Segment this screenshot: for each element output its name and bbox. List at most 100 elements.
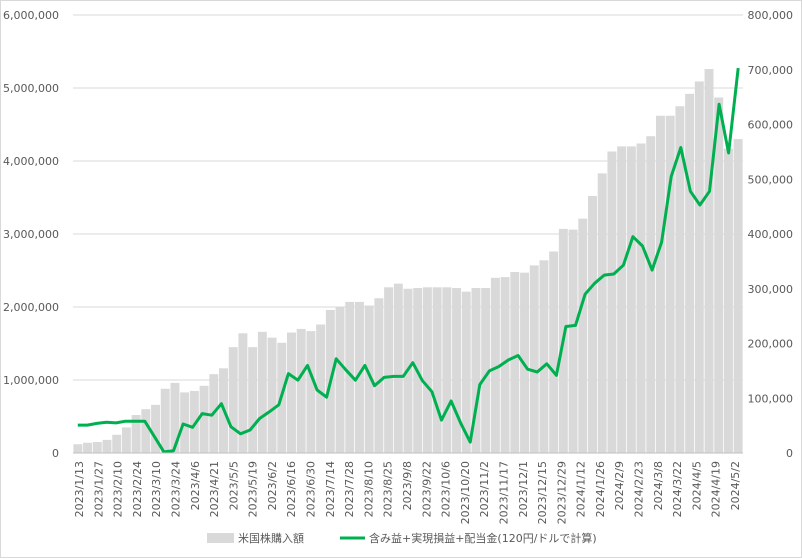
- bar: [180, 392, 190, 453]
- bar: [189, 390, 199, 453]
- bar: [704, 69, 714, 454]
- x-tick-label: 2024/4/5: [690, 461, 703, 510]
- bar: [374, 298, 384, 453]
- bar: [257, 331, 267, 453]
- bar: [549, 251, 559, 453]
- bar: [248, 347, 258, 453]
- bar: [529, 265, 539, 453]
- bar: [714, 97, 724, 454]
- bar: [121, 427, 131, 453]
- right-tick-label: 800,000: [748, 9, 794, 22]
- right-axis: 0 100,000 200,000 300,000 400,000 500,000 600,…: [748, 9, 794, 460]
- bar: [694, 81, 704, 454]
- bar: [490, 277, 500, 453]
- legend-label-line: 含み益+実現損益+配当金(120円/ドルで計算): [369, 531, 597, 545]
- bar: [335, 307, 345, 453]
- bar: [733, 139, 743, 453]
- bar: [452, 288, 462, 453]
- right-tick-label: 600,000: [748, 119, 794, 132]
- bar-series: [73, 69, 743, 454]
- bar: [393, 283, 403, 453]
- x-tick-label: 2024/3/8: [652, 461, 665, 510]
- x-tick-label: 2024/3/22: [671, 461, 684, 517]
- bar: [151, 404, 161, 453]
- x-tick-label: 2023/10/6: [440, 461, 453, 517]
- x-tick-label: 2023/3/10: [150, 461, 163, 517]
- legend-swatch-bars: [207, 533, 234, 543]
- left-tick-label: 1,000,000: [3, 374, 59, 387]
- x-tick-label: 2023/6/16: [285, 461, 298, 517]
- bar: [83, 442, 93, 453]
- x-tick-label: 2023/1/27: [92, 461, 105, 517]
- x-tick-label: 2023/4/6: [189, 461, 202, 510]
- bar: [626, 146, 636, 453]
- bar: [723, 148, 733, 453]
- x-tick-label: 2023/5/5: [227, 461, 240, 510]
- x-tick-label: 2023/12/1: [517, 461, 530, 517]
- bar: [131, 415, 141, 453]
- bar: [685, 93, 695, 453]
- left-tick-label: 4,000,000: [3, 155, 59, 168]
- bar: [578, 218, 588, 453]
- bar: [617, 146, 627, 453]
- right-tick-label: 500,000: [748, 173, 794, 186]
- x-tick-label: 2023/1/13: [73, 461, 86, 517]
- x-tick-label: 2024/4/19: [710, 461, 723, 517]
- right-tick-label: 700,000: [748, 64, 794, 77]
- bar: [422, 287, 432, 453]
- bar: [539, 260, 549, 453]
- left-axis: 0 1,000,000 2,000,000 3,000,000 4,000,000 5,0…: [3, 9, 59, 460]
- left-tick-label: 0: [52, 447, 59, 460]
- x-tick-label: 2024/1/26: [594, 461, 607, 517]
- x-tick-label: 2023/6/2: [266, 461, 279, 510]
- left-tick-label: 6,000,000: [3, 9, 59, 22]
- x-tick-label: 2023/3/24: [170, 461, 183, 517]
- bar: [432, 287, 442, 453]
- x-tick-label: 2023/8/10: [362, 461, 375, 517]
- x-tick-label: 2023/9/8: [401, 461, 414, 510]
- bar: [296, 328, 306, 453]
- bar: [588, 196, 597, 454]
- left-tick-label: 5,000,000: [3, 82, 59, 95]
- bar: [607, 151, 617, 453]
- x-tick-label: 2024/5/2: [729, 461, 742, 510]
- line-series: [77, 67, 740, 454]
- x-tick-label: 2023/2/24: [131, 461, 144, 517]
- bar: [646, 136, 656, 453]
- x-tick-label: 2023/10/20: [459, 461, 472, 524]
- bar: [141, 409, 151, 453]
- right-tick-label: 100,000: [748, 392, 794, 405]
- bar: [287, 332, 296, 453]
- left-tick-label: 3,000,000: [3, 228, 59, 241]
- bar: [665, 115, 675, 454]
- bar: [364, 305, 374, 453]
- bar: [238, 333, 248, 453]
- right-tick-label: 300,000: [748, 283, 794, 296]
- line-path: [77, 67, 740, 454]
- x-tick-label: 2023/4/21: [208, 461, 221, 517]
- legend: 米国株購入額 含み益+実現損益+配当金(120円/ドルで計算): [207, 531, 597, 545]
- bar: [510, 271, 520, 453]
- x-tick-label: 2023/12/29: [555, 461, 568, 524]
- x-tick-label: 2023/11/17: [498, 461, 511, 524]
- x-tick-label: 2023/9/22: [420, 461, 433, 517]
- right-tick-label: 0: [786, 447, 793, 460]
- x-tick-label: 2023/5/19: [247, 461, 260, 517]
- bar: [316, 324, 326, 453]
- bar: [597, 173, 607, 453]
- bar: [102, 439, 112, 453]
- bar: [228, 347, 238, 453]
- x-tick-label: 2024/2/9: [613, 461, 626, 510]
- bar: [306, 331, 316, 453]
- bar: [73, 444, 83, 453]
- bar: [199, 385, 209, 453]
- x-tick-label: 2024/2/23: [633, 461, 646, 517]
- x-tick-label: 2023/6/30: [305, 461, 318, 517]
- right-tick-label: 200,000: [748, 338, 794, 351]
- bar: [471, 288, 481, 453]
- bar: [636, 143, 646, 454]
- bar: [160, 388, 170, 453]
- x-tick-label: 2023/7/14: [324, 461, 337, 517]
